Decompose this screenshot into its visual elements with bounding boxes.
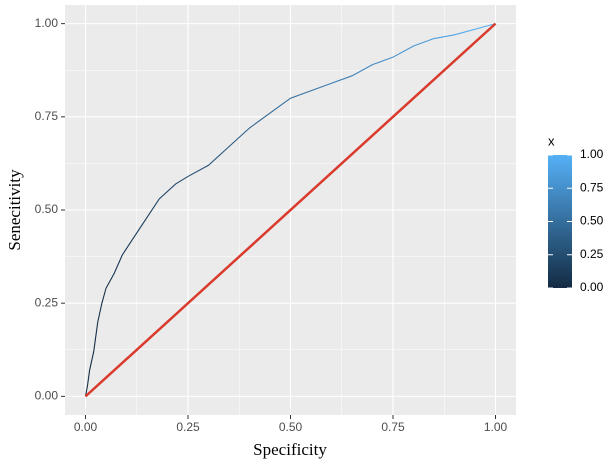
- y-tick-label: 0.00: [35, 389, 59, 403]
- y-tick-label: 0.50: [35, 202, 59, 216]
- legend-label: 0.25: [580, 247, 604, 261]
- x-tick-label: 0.25: [176, 420, 200, 434]
- reference-line: [84, 22, 497, 398]
- x-tick-label: 0.75: [381, 420, 405, 434]
- legend-label: 0.75: [580, 180, 604, 194]
- x-tick-label: 0.00: [74, 420, 98, 434]
- x-tick-label: 1.00: [484, 420, 508, 434]
- y-axis-title: Senecitivity: [5, 169, 24, 251]
- y-tick-label: 0.75: [35, 109, 59, 123]
- legend-title: x: [548, 133, 555, 148]
- legend-label: 1.00: [580, 147, 604, 161]
- roc-curve: [84, 23, 496, 397]
- legend-label: 0.50: [580, 214, 604, 228]
- x-axis-title: Specificity: [253, 440, 327, 459]
- legend-label: 0.00: [580, 280, 604, 294]
- y-tick-label: 0.25: [35, 295, 59, 309]
- y-tick-label: 1.00: [35, 16, 59, 30]
- x-tick-label: 0.50: [279, 420, 303, 434]
